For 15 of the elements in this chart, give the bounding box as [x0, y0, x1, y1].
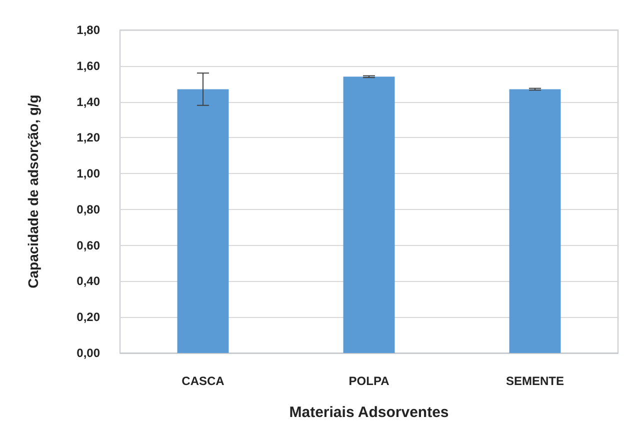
y-tick-label: 0,80 — [76, 202, 100, 216]
y-tick-label: 0,20 — [76, 310, 100, 324]
y-tick-label: 1,20 — [76, 130, 100, 145]
y-tick-label: 1,00 — [76, 166, 100, 181]
x-tick-label: SEMENTE — [506, 374, 564, 388]
y-tick-label: 0,00 — [76, 346, 100, 360]
y-tick-label: 0,40 — [76, 274, 100, 288]
x-axis-title: Materiais Adsorventes — [289, 404, 449, 421]
x-tick-label: CASCA — [182, 374, 225, 388]
y-axis-title: Capacidade de adsorção, g/g — [25, 94, 41, 288]
x-tick-label: POLPA — [348, 374, 390, 388]
y-tick-label: 1,60 — [76, 58, 100, 73]
y-tick-label: 1,40 — [76, 94, 100, 109]
y-tick-label: 1,80 — [76, 23, 100, 37]
y-tick-label: 0,60 — [76, 238, 100, 252]
